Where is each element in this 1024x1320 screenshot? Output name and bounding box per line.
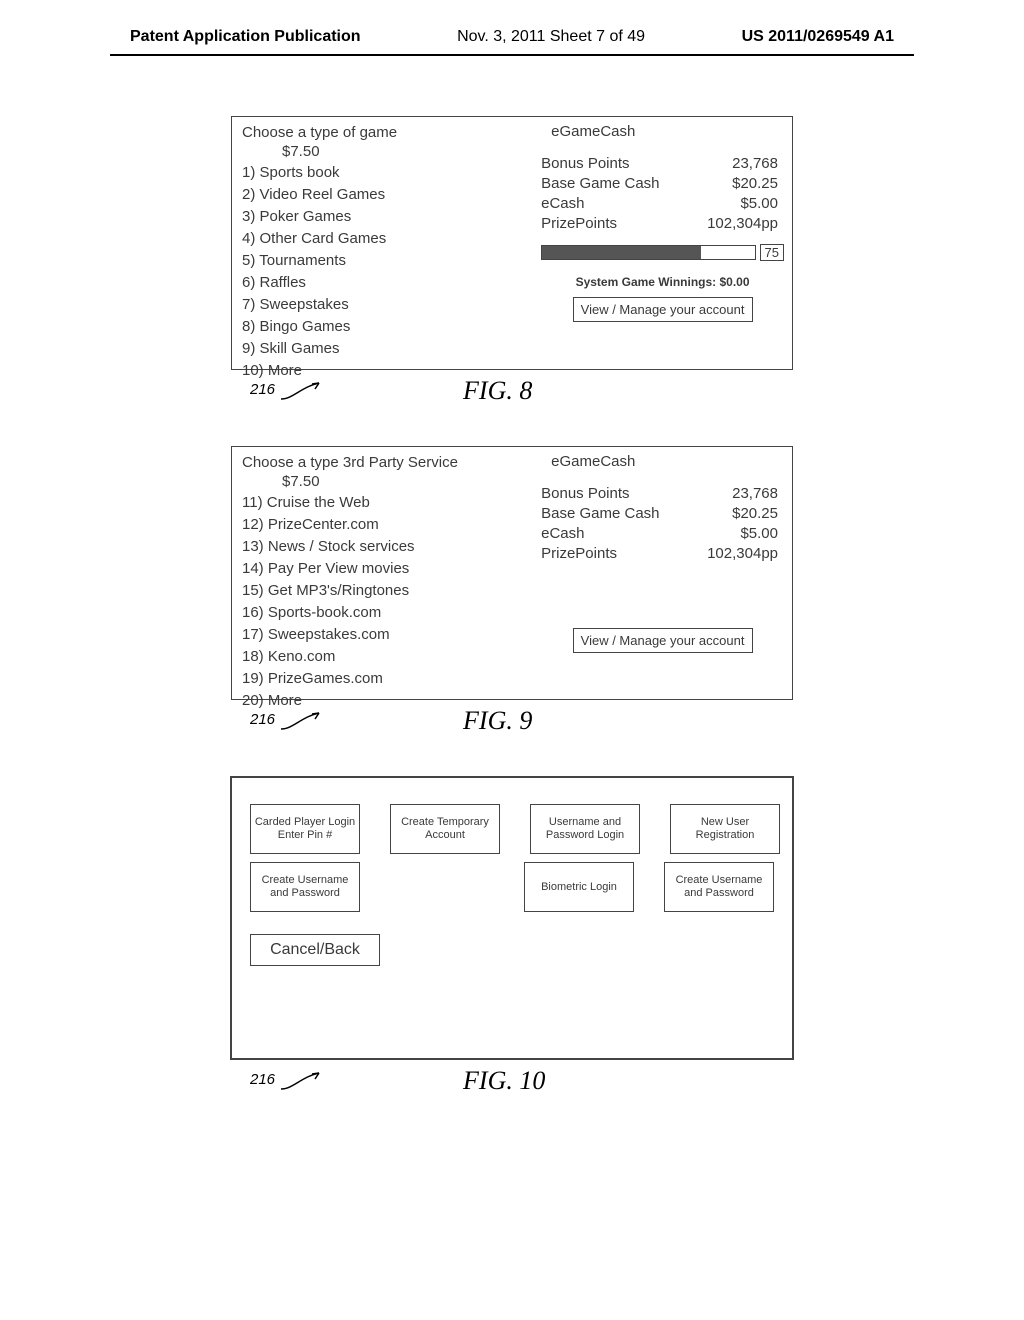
fig9-menu: Choose a type 3rd Party Service $7.50 11… xyxy=(232,447,535,699)
list-item[interactable]: 7) Sweepstakes xyxy=(242,294,527,316)
spacer xyxy=(541,564,784,620)
list-item[interactable]: 16) Sports-book.com xyxy=(242,602,527,624)
fig9-menu-price: $7.50 xyxy=(242,473,527,490)
kv-key: eCash xyxy=(541,524,584,544)
fig10-inner: Carded Player Login Enter Pin # Create T… xyxy=(232,778,798,1058)
login-row-2: Create Username and Password Biometric L… xyxy=(250,862,780,912)
progress-track xyxy=(541,245,755,260)
ref-216: 216 xyxy=(250,381,323,401)
list-item[interactable]: 12) PrizeCenter.com xyxy=(242,514,527,536)
kv-val: 23,768 xyxy=(732,154,778,174)
lead-line-icon xyxy=(279,711,323,731)
ref-number: 216 xyxy=(250,711,275,728)
fig8-panel: Choose a type of game $7.50 1) Sports bo… xyxy=(231,116,793,370)
list-item[interactable]: 5) Tournaments xyxy=(242,250,527,272)
create-temp-account-button[interactable]: Create Temporary Account xyxy=(390,804,500,854)
header-rule xyxy=(110,54,914,56)
create-username-password-button-2[interactable]: Create Username and Password xyxy=(664,862,774,912)
list-item[interactable]: 9) Skill Games xyxy=(242,338,527,360)
list-item[interactable]: 14) Pay Per View movies xyxy=(242,558,527,580)
manage-account-button[interactable]: View / Manage your account xyxy=(573,297,753,322)
kv-val: $20.25 xyxy=(732,504,778,524)
kv-key: eCash xyxy=(541,194,584,214)
ref-216: 216 xyxy=(250,1071,323,1091)
system-winnings: System Game Winnings: $0.00 xyxy=(541,275,784,289)
kv-row: Bonus Points 23,768 xyxy=(541,154,784,174)
header-mid: Nov. 3, 2011 Sheet 7 of 49 xyxy=(457,28,645,46)
kv-val: 102,304pp xyxy=(707,214,778,234)
kv-val: $5.00 xyxy=(740,194,778,214)
username-password-login-button[interactable]: Username and Password Login xyxy=(530,804,640,854)
progress-value: 75 xyxy=(760,244,784,261)
fig8-menu-list: 1) Sports book 2) Video Reel Games 3) Po… xyxy=(242,162,527,382)
kv-row: Base Game Cash $20.25 xyxy=(541,504,784,524)
kv-val: 23,768 xyxy=(732,484,778,504)
manage-account-button[interactable]: View / Manage your account xyxy=(573,628,753,653)
kv-key: PrizePoints xyxy=(541,544,617,564)
new-user-registration-button[interactable]: New User Registration xyxy=(670,804,780,854)
kv-row: eCash $5.00 xyxy=(541,524,784,544)
kv-val: $5.00 xyxy=(740,524,778,544)
kv-row: eCash $5.00 xyxy=(541,194,784,214)
list-item[interactable]: 13) News / Stock services xyxy=(242,536,527,558)
ref-216: 216 xyxy=(250,711,323,731)
kv-row: PrizePoints 102,304pp xyxy=(541,214,784,234)
page-header: Patent Application Publication Nov. 3, 2… xyxy=(0,0,1024,52)
kv-row: PrizePoints 102,304pp xyxy=(541,544,784,564)
fig8-summary-title: eGameCash xyxy=(541,123,784,140)
fig9-summary-title: eGameCash xyxy=(541,453,784,470)
kv-key: Base Game Cash xyxy=(541,174,659,194)
fig9-panel: Choose a type 3rd Party Service $7.50 11… xyxy=(231,446,793,700)
spacer xyxy=(390,862,494,912)
cancel-back-button[interactable]: Cancel/Back xyxy=(250,934,380,966)
progress-fill xyxy=(542,246,701,259)
fig10-ref-row: 216 FIG. 10 xyxy=(250,1066,1024,1096)
biometric-login-button[interactable]: Biometric Login xyxy=(524,862,634,912)
kv-val: $20.25 xyxy=(732,174,778,194)
fig8-menu: Choose a type of game $7.50 1) Sports bo… xyxy=(232,117,535,369)
list-item[interactable]: 19) PrizeGames.com xyxy=(242,668,527,690)
progress-bar: 75 xyxy=(541,244,784,261)
fig10-label: FIG. 10 xyxy=(463,1066,545,1096)
carded-player-login-button[interactable]: Carded Player Login Enter Pin # xyxy=(250,804,360,854)
lead-line-icon xyxy=(279,381,323,401)
list-item[interactable]: 2) Video Reel Games xyxy=(242,184,527,206)
list-item[interactable]: 6) Raffles xyxy=(242,272,527,294)
list-item[interactable]: 15) Get MP3's/Ringtones xyxy=(242,580,527,602)
list-item[interactable]: 4) Other Card Games xyxy=(242,228,527,250)
kv-key: Bonus Points xyxy=(541,484,629,504)
fig9-menu-list: 11) Cruise the Web 12) PrizeCenter.com 1… xyxy=(242,492,527,712)
kv-val: 102,304pp xyxy=(707,544,778,564)
list-item[interactable]: 20) More xyxy=(242,690,527,712)
fig8-menu-title: Choose a type of game xyxy=(242,123,527,143)
fig8-summary: eGameCash Bonus Points 23,768 Base Game C… xyxy=(535,117,792,369)
list-item[interactable]: 10) More xyxy=(242,360,527,382)
header-left: Patent Application Publication xyxy=(130,28,361,46)
fig8-menu-price: $7.50 xyxy=(242,143,527,160)
list-item[interactable]: 3) Poker Games xyxy=(242,206,527,228)
kv-key: Bonus Points xyxy=(541,154,629,174)
create-username-password-button[interactable]: Create Username and Password xyxy=(250,862,360,912)
list-item[interactable]: 17) Sweepstakes.com xyxy=(242,624,527,646)
fig10-panel: Carded Player Login Enter Pin # Create T… xyxy=(230,776,794,1060)
list-item[interactable]: 18) Keno.com xyxy=(242,646,527,668)
kv-row: Base Game Cash $20.25 xyxy=(541,174,784,194)
list-item[interactable]: 8) Bingo Games xyxy=(242,316,527,338)
fig9-summary: eGameCash Bonus Points 23,768 Base Game C… xyxy=(535,447,792,699)
login-row-1: Carded Player Login Enter Pin # Create T… xyxy=(250,804,780,854)
ref-number: 216 xyxy=(250,381,275,398)
list-item[interactable]: 1) Sports book xyxy=(242,162,527,184)
lead-line-icon xyxy=(279,1071,323,1091)
list-item[interactable]: 11) Cruise the Web xyxy=(242,492,527,514)
kv-row: Bonus Points 23,768 xyxy=(541,484,784,504)
ref-number: 216 xyxy=(250,1071,275,1088)
kv-key: PrizePoints xyxy=(541,214,617,234)
fig9-menu-title: Choose a type 3rd Party Service xyxy=(242,453,527,473)
kv-key: Base Game Cash xyxy=(541,504,659,524)
header-right: US 2011/0269549 A1 xyxy=(742,28,894,46)
